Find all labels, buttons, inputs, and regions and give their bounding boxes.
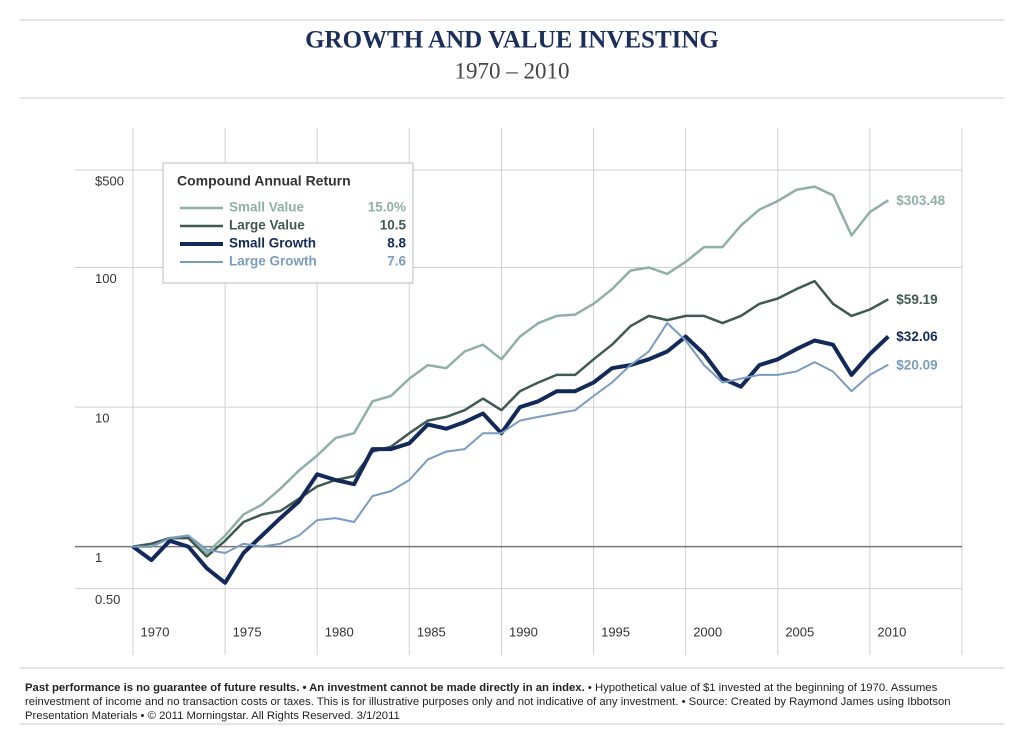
legend-label: Large Value <box>229 218 305 233</box>
series-line <box>133 185 889 555</box>
legend-return: 10.5 <box>380 218 407 233</box>
legend-return: 8.8 <box>387 236 406 251</box>
series-line <box>132 279 889 558</box>
x-tick-label: 1995 <box>601 624 630 639</box>
legend-return: 15.0% <box>368 200 406 215</box>
y-tick-label: $500 <box>95 173 124 188</box>
chart-title: GROWTH AND VALUE INVESTING <box>305 27 719 54</box>
y-tick-label: 1 <box>95 550 102 565</box>
footnote-bold: Past performance is no guarantee of futu… <box>25 682 585 694</box>
x-tick-label: 1985 <box>417 624 446 639</box>
legend-label: Large Growth <box>229 254 317 269</box>
series-line <box>131 334 890 585</box>
x-tick-label: 1975 <box>233 624 262 639</box>
x-tick-label: 2000 <box>693 624 722 639</box>
x-tick-label: 2005 <box>785 624 814 639</box>
end-label: $59.19 <box>896 292 937 307</box>
x-tick-label: 1990 <box>509 624 538 639</box>
y-tick-label: 100 <box>95 271 117 286</box>
y-tick-label: 10 <box>95 411 109 426</box>
series-line <box>133 322 889 554</box>
end-label: $20.09 <box>896 357 937 372</box>
end-label: $303.48 <box>896 193 945 208</box>
footnote: Past performance is no guarantee of futu… <box>25 681 985 723</box>
legend-label: Small Growth <box>229 236 316 251</box>
legend-label: Small Value <box>229 200 305 215</box>
x-tick-label: 1980 <box>325 624 354 639</box>
legend-return: 7.6 <box>387 254 406 269</box>
x-tick-label: 1970 <box>141 624 170 639</box>
footnote-text: • Hypothetical value of $1 invested at t… <box>25 682 951 722</box>
legend-title: Compound Annual Return <box>177 173 351 189</box>
end-label: $32.06 <box>896 329 938 344</box>
y-tick-label: 0.50 <box>95 592 120 607</box>
x-tick-label: 2010 <box>877 624 906 639</box>
chart-subtitle: 1970 – 2010 <box>455 58 570 83</box>
